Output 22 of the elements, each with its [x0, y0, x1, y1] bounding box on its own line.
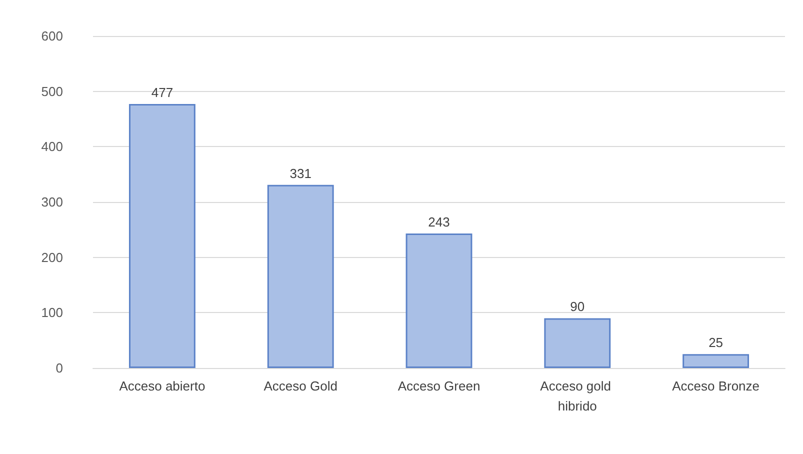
bar — [128, 104, 196, 368]
y-tick-label: 600 — [41, 28, 63, 44]
y-tick-label: 0 — [56, 360, 63, 376]
data-label: 243 — [428, 214, 450, 230]
data-label: 477 — [151, 85, 174, 100]
y-tick-label: 400 — [41, 139, 63, 154]
x-tick-label: Acceso gold hibrido — [540, 378, 615, 414]
bar — [267, 184, 334, 368]
x-tick-label: Acceso Green — [398, 378, 480, 394]
x-tick-label: Acceso abierto — [119, 378, 206, 394]
bar — [544, 318, 611, 368]
bar — [682, 354, 750, 368]
bar — [406, 234, 472, 368]
y-tick-label: 300 — [41, 194, 63, 210]
data-label: 331 — [290, 166, 312, 181]
data-label: 90 — [570, 299, 585, 314]
y-tick-label: 200 — [41, 250, 63, 265]
y-tick-label: 500 — [41, 84, 63, 99]
y-tick-label: 100 — [41, 305, 63, 320]
x-tick-label: Acceso Gold — [264, 378, 338, 394]
data-label: 25 — [708, 335, 724, 350]
x-tick-label: Acceso Bronze — [672, 378, 760, 394]
